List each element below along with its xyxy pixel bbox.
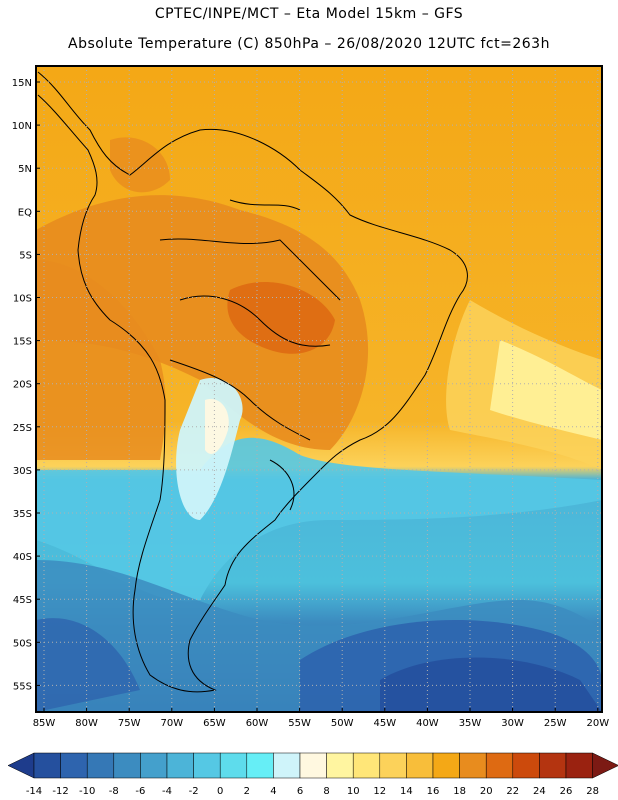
- longitude-labels: 85W 80W 75W 70W 65W 60W 55W 50W 45W 40W 35W 30W 25W 2…: [33, 708, 609, 729]
- colorbar-label: 8: [323, 786, 329, 797]
- colorbar-swatch: [86, 752, 115, 779]
- map-subtitle: Absolute Temperature (C) 850hPa – 26/08/…: [68, 36, 550, 52]
- lon-label: 80W: [75, 718, 98, 729]
- lon-label: 55W: [288, 718, 311, 729]
- lat-label: 40S: [13, 552, 32, 563]
- lon-label: 30W: [501, 718, 524, 729]
- map-title: CPTEC/INPE/MCT – Eta Model 15km – GFS: [154, 6, 464, 22]
- colorbar-swatch: [246, 752, 274, 779]
- colorbar-label: 4: [270, 786, 276, 797]
- colorbar-swatch: [140, 752, 168, 779]
- colorbar-label: 6: [297, 786, 303, 797]
- colorbar-label: 2: [244, 786, 250, 797]
- colorbar-high-arrow: [592, 752, 618, 779]
- temperature-field: [36, 66, 602, 712]
- colorbar-low-arrow: [7, 752, 35, 779]
- colorbar-swatch: [539, 752, 567, 779]
- map-frame: [35, 65, 603, 713]
- lat-label: 15N: [12, 78, 32, 89]
- lon-label: 75W: [118, 718, 141, 729]
- colorbar-label: -4: [162, 786, 172, 797]
- lat-label: 5N: [18, 164, 32, 175]
- colorbar-swatch: [273, 752, 301, 779]
- lat-label: 50S: [13, 638, 32, 649]
- coastline: [37, 71, 468, 693]
- colorbar-label: 24: [533, 786, 546, 797]
- colorbar-label: 18: [453, 786, 466, 797]
- colorbar-swatch: [432, 752, 460, 779]
- colorbar-label: 16: [427, 786, 440, 797]
- lon-label: 40W: [416, 718, 439, 729]
- lat-label: 10S: [13, 294, 32, 305]
- lat-label: 5S: [19, 250, 32, 261]
- lat-label: 55S: [13, 681, 32, 692]
- lon-label: 70W: [160, 718, 183, 729]
- lon-label: 65W: [203, 718, 226, 729]
- latitude-labels: 15N 10N 5N EQ 5S 10S 15S 20S 25S 30S 35S 40S 45S 50S 5…: [12, 78, 40, 692]
- lat-label: 30S: [13, 466, 32, 477]
- colorbar-label: 0: [217, 786, 223, 797]
- colorbar-swatch: [219, 752, 248, 779]
- lon-label: 50W: [331, 718, 354, 729]
- colorbar-swatch: [166, 752, 194, 779]
- colorbar-swatch: [193, 752, 221, 779]
- lat-label: EQ: [18, 207, 32, 218]
- colorbar-label: 28: [586, 786, 599, 797]
- colorbar-label: -12: [52, 786, 68, 797]
- colorbar-swatch: [379, 752, 407, 779]
- lon-label: 20W: [586, 718, 609, 729]
- colorbar-swatch: [565, 752, 593, 779]
- colorbar: -14 -12 -10 -8 -6 -4 -2 0 2 4 6 8 10 12 14 16 18 20 22 24 26…: [7, 752, 618, 797]
- colorbar-swatch: [113, 752, 141, 779]
- colorbar-label: 26: [560, 786, 573, 797]
- colorbar-label: 20: [480, 786, 493, 797]
- colorbar-swatch: [352, 752, 381, 779]
- colorbar-swatch: [33, 752, 61, 779]
- colorbar-swatch: [459, 752, 487, 779]
- lon-label: 85W: [33, 718, 56, 729]
- colorbar-label: 22: [506, 786, 519, 797]
- lat-label: 25S: [13, 423, 32, 434]
- lat-label: 35S: [13, 509, 32, 520]
- colorbar-label: -6: [135, 786, 145, 797]
- colorbar-label: 12: [373, 786, 386, 797]
- lat-label: 10N: [12, 121, 32, 132]
- lon-label: 60W: [246, 718, 269, 729]
- colorbar-swatch: [60, 752, 88, 779]
- colorbar-swatch: [326, 752, 354, 779]
- colorbar-swatch: [406, 752, 434, 779]
- colorbar-swatch: [299, 752, 327, 779]
- colorbar-label: -10: [79, 786, 95, 797]
- lat-label: 20S: [13, 380, 32, 391]
- colorbar-label: 10: [347, 786, 360, 797]
- lon-label: 25W: [544, 718, 567, 729]
- colorbar-swatch: [485, 752, 514, 779]
- colorbar-label: 14: [400, 786, 413, 797]
- colorbar-label: -8: [109, 786, 119, 797]
- colorbar-label: -2: [189, 786, 199, 797]
- lat-label: 45S: [13, 595, 32, 606]
- lat-label: 15S: [13, 337, 32, 348]
- colorbar-label: -14: [26, 786, 42, 797]
- lon-label: 35W: [459, 718, 482, 729]
- lon-label: 45W: [373, 718, 396, 729]
- colorbar-swatch: [512, 752, 540, 779]
